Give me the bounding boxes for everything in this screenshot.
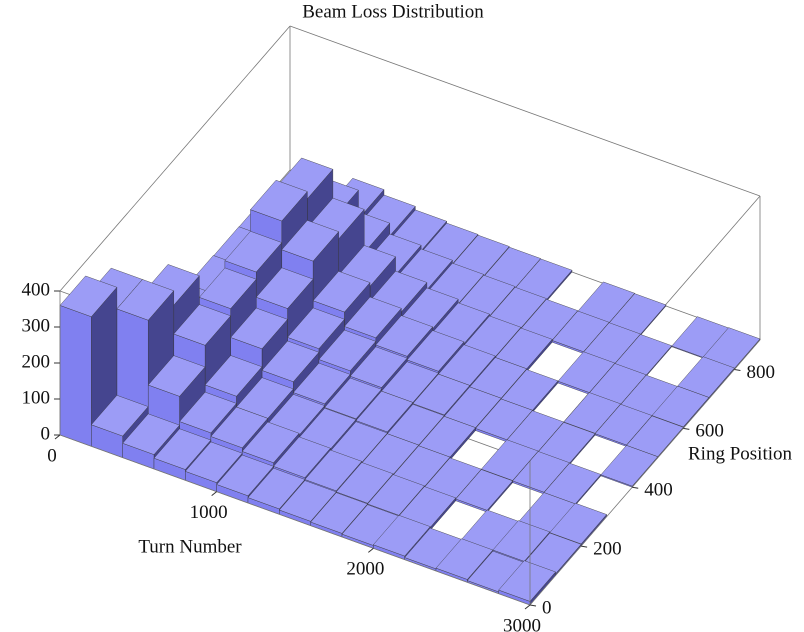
z-tick-label: 300 bbox=[22, 315, 51, 336]
bar-top bbox=[492, 520, 551, 562]
bar-top bbox=[147, 355, 206, 397]
bar-top bbox=[594, 403, 653, 446]
x-tick bbox=[368, 547, 374, 553]
x-tick-label: 3000 bbox=[503, 615, 541, 632]
y-tick bbox=[683, 427, 690, 430]
bar-top bbox=[250, 179, 308, 222]
bar-top bbox=[304, 449, 363, 492]
y-tick bbox=[632, 486, 639, 489]
bar bbox=[498, 560, 556, 606]
y-tick bbox=[529, 604, 537, 607]
bar-top bbox=[281, 220, 340, 262]
z-tick-label: 0 bbox=[41, 423, 51, 444]
bar-top bbox=[651, 385, 710, 428]
x-tick-label: 0 bbox=[47, 445, 57, 466]
bar-top bbox=[498, 560, 556, 602]
y-tick-label: 200 bbox=[593, 538, 622, 559]
bar-top bbox=[455, 469, 514, 511]
y-tick-label: 400 bbox=[644, 480, 673, 501]
bar-top bbox=[435, 538, 494, 580]
y-tick bbox=[734, 368, 741, 371]
bar-top bbox=[551, 310, 610, 352]
bar-top bbox=[406, 330, 465, 372]
chart-title: Beam Loss Distribution bbox=[302, 1, 484, 22]
bar-top bbox=[198, 267, 257, 309]
y-tick-label: 0 bbox=[542, 597, 552, 618]
box-edge bbox=[59, 434, 531, 606]
bar-top bbox=[59, 275, 118, 317]
bar-top bbox=[344, 296, 402, 339]
bar-top bbox=[310, 492, 368, 534]
x-tick-label: 2000 bbox=[346, 559, 384, 580]
y-axis-title: Ring Position bbox=[688, 443, 792, 464]
x-tick bbox=[524, 604, 531, 610]
bar-top bbox=[90, 395, 149, 437]
bar-top bbox=[557, 351, 616, 393]
bar-top bbox=[122, 413, 180, 455]
bar bbox=[455, 469, 514, 513]
box-edge bbox=[529, 339, 761, 606]
bar-top bbox=[153, 428, 212, 470]
bar-top bbox=[549, 502, 608, 545]
bar-top bbox=[475, 398, 533, 440]
bar-top bbox=[230, 307, 288, 350]
bar-top bbox=[600, 445, 659, 487]
y-tick bbox=[581, 545, 588, 548]
box-edge bbox=[59, 25, 291, 292]
x-tick bbox=[211, 491, 217, 497]
bar-top bbox=[173, 304, 232, 346]
bar-top bbox=[563, 392, 622, 434]
bar-front bbox=[59, 305, 92, 447]
bar-top bbox=[287, 307, 345, 349]
bar-top bbox=[349, 346, 408, 388]
bar-top bbox=[255, 267, 314, 309]
bar-top bbox=[335, 462, 394, 504]
bar-top bbox=[261, 340, 320, 382]
x-axis-title: Turn Number bbox=[138, 536, 242, 557]
bar-top bbox=[216, 454, 274, 497]
bar-top bbox=[241, 421, 300, 463]
bar-top bbox=[210, 406, 269, 449]
bar-top bbox=[355, 390, 414, 433]
bar-top bbox=[224, 231, 283, 273]
box-edge bbox=[289, 25, 761, 197]
bar-top bbox=[324, 377, 382, 420]
bar-top bbox=[247, 467, 306, 510]
y-tick-label: 800 bbox=[746, 362, 775, 383]
bar-top bbox=[372, 515, 431, 557]
bar-top bbox=[480, 439, 539, 481]
bar-top bbox=[412, 373, 471, 416]
bar-top bbox=[375, 315, 434, 357]
bar-top bbox=[273, 436, 331, 478]
bar-top bbox=[116, 279, 175, 321]
bar-top bbox=[292, 362, 351, 405]
bar-top bbox=[367, 474, 425, 516]
z-tick-label: 400 bbox=[22, 279, 51, 300]
bar-top bbox=[278, 480, 337, 522]
bar-top bbox=[184, 441, 243, 483]
bar bbox=[59, 275, 118, 447]
z-tick-label: 200 bbox=[22, 351, 51, 372]
bar-top bbox=[318, 329, 377, 372]
x-tick bbox=[54, 434, 61, 440]
bar-top bbox=[312, 271, 371, 313]
x-tick-label: 1000 bbox=[190, 502, 228, 523]
bar-top bbox=[179, 391, 237, 434]
bar-top bbox=[204, 355, 263, 397]
z-tick-label: 100 bbox=[22, 387, 51, 408]
y-tick-label: 600 bbox=[695, 421, 724, 442]
